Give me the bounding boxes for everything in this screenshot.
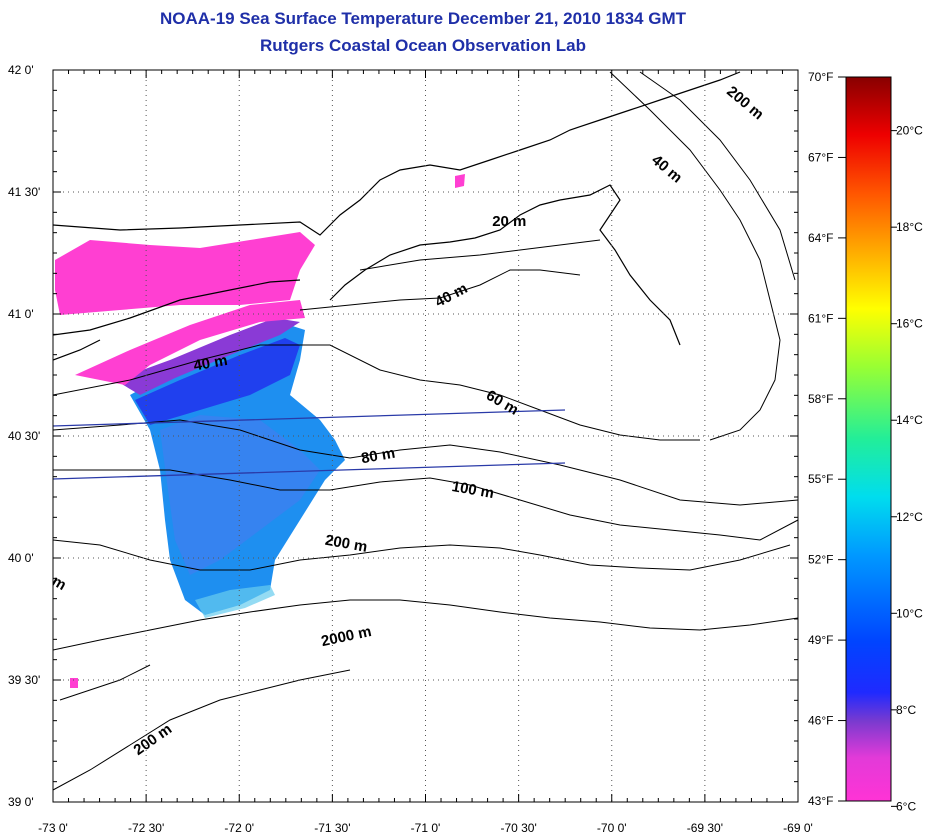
map-subtitle: Rutgers Coastal Ocean Observation Lab	[260, 36, 586, 55]
sst-pixel-fragment	[70, 678, 78, 688]
transect-line-south	[53, 462, 566, 480]
coastline-shelf	[53, 339, 101, 361]
contour-label: 100 m	[450, 478, 495, 502]
lon-tick-label: -70 0'	[597, 821, 627, 835]
lat-tick-label: 40 0'	[8, 551, 34, 565]
coastline-cape	[329, 184, 681, 346]
lon-tick-label: -72 0'	[224, 821, 254, 835]
colorbar-f-label: 46°F	[808, 714, 833, 728]
colorbar-c-label: 20°C	[896, 124, 923, 138]
contour-label: 80 m	[360, 445, 397, 468]
lon-tick-label: -69 30'	[687, 821, 723, 835]
lat-tick-label: 41 0'	[8, 307, 34, 321]
transect-line-north	[53, 409, 566, 427]
contour-label: 40 m	[648, 152, 685, 187]
map-title: NOAA-19 Sea Surface Temperature December…	[160, 9, 686, 28]
contour-label: 20 m	[492, 213, 526, 230]
colorbar-f-label: 64°F	[808, 231, 833, 245]
colorbar-c-label: 10°C	[896, 606, 923, 620]
contour-60m	[53, 344, 700, 441]
colorbar-c-label: 18°C	[896, 220, 923, 234]
colorbar-f-label: 43°F	[808, 794, 833, 808]
contour-deep	[53, 669, 351, 791]
contour-20m	[359, 239, 601, 271]
colorbar-f-label: 67°F	[808, 150, 833, 164]
contour-label: 40 m	[192, 352, 229, 375]
colorbar-f-label: 70°F	[808, 70, 833, 84]
contour-deep-2	[59, 664, 151, 701]
contour-label: 60 m	[483, 387, 521, 419]
sst-swath-bluefringe	[195, 585, 275, 618]
colorbar-c-label: 8°C	[896, 703, 916, 717]
sst-swath-mid	[160, 415, 320, 575]
colorbar-f-label: 49°F	[808, 633, 833, 647]
colorbar-c-label: 12°C	[896, 510, 923, 524]
lon-tick-label: -70 30'	[500, 821, 536, 835]
contour-label: 2000 m	[320, 623, 373, 650]
colorbar-c-label: 14°C	[896, 413, 923, 427]
lat-tick-label: 39 0'	[8, 795, 34, 809]
coastline-north	[53, 71, 741, 236]
lat-tick-label: 39 30'	[8, 673, 40, 687]
contour-2000m	[53, 599, 798, 651]
colorbar-f-label: 52°F	[808, 553, 833, 567]
sst-swath-blue	[135, 338, 300, 425]
contour-label: m	[49, 573, 69, 594]
colorbar-labels: 70°F 67°F 64°F 61°F 58°F 55°F 52°F 49°F 46°F 43°F…	[808, 70, 923, 813]
contour-label: 200 m	[131, 721, 176, 759]
map-area: 200 m 40 m 20 m 40 m 40 m 60 m 80 m 100 m 200 m 2…	[49, 71, 798, 791]
colorbar-f-label: 61°F	[808, 311, 833, 325]
lon-tick-label: -71 0'	[411, 821, 441, 835]
lon-tick-label: -71 30'	[314, 821, 350, 835]
colorbar-c-label: 6°C	[896, 799, 916, 813]
map-grid	[53, 70, 798, 802]
lon-tick-label: -72 30'	[128, 821, 164, 835]
sst-pixel-fragment	[455, 174, 465, 188]
sst-swath-magenta-north	[55, 232, 315, 315]
colorbar-f-label: 58°F	[808, 392, 833, 406]
contour-200m	[53, 539, 791, 571]
sst-swath-magenta-south	[75, 300, 305, 385]
lat-tick-label: 40 30'	[8, 429, 40, 443]
sst-swath-violet	[115, 318, 300, 395]
contour-label: 40 m	[432, 280, 470, 311]
coastline-island	[53, 279, 301, 336]
lon-tick-label: -69 0'	[783, 821, 813, 835]
contour-40m-east	[609, 71, 781, 441]
contour-label: 200 m	[723, 83, 767, 123]
colorbar-f-label: 55°F	[808, 472, 833, 486]
lon-tick-label: -73 0'	[38, 821, 68, 835]
contour-200m-ne	[639, 71, 796, 281]
contour-40m-north	[299, 269, 581, 311]
colorbar-c-label: 16°C	[896, 317, 923, 331]
map-axes: 42 0' 41 30' 41 0' 40 30' 40 0' 39 30' 39 0' -7…	[8, 63, 813, 835]
lat-tick-label: 42 0'	[8, 63, 34, 77]
contour-label: 200 m	[324, 532, 369, 556]
lat-tick-label: 41 30'	[8, 185, 40, 199]
colorbar	[845, 76, 892, 802]
